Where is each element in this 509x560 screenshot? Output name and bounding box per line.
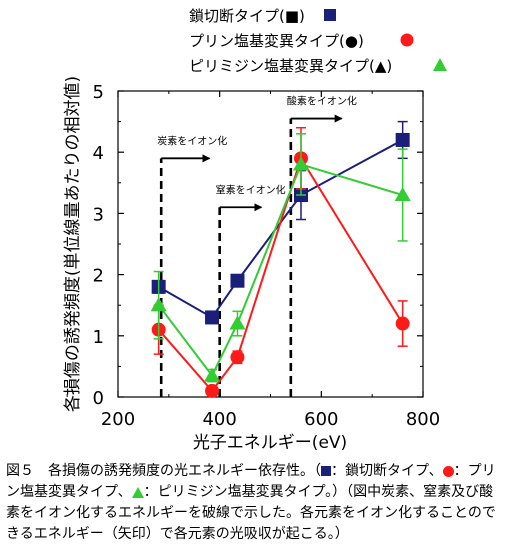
- caption-fig-number: 図５: [6, 463, 34, 479]
- data-point-triangle: [204, 367, 221, 382]
- legend-item-label: ピリミジン塩基変異タイプ(▲): [189, 57, 392, 75]
- series-group: [150, 120, 411, 398]
- y-tick-label: 1: [93, 327, 104, 348]
- data-point-triangle: [150, 297, 167, 312]
- series-circle: [151, 126, 410, 398]
- x-tick-label: 200: [101, 409, 135, 430]
- axis-ticks: 200 400 600 800 0 1 2 3 4 5: [66, 82, 440, 430]
- data-point-triangle: [394, 187, 411, 202]
- data-point-circle: [205, 383, 220, 398]
- legend-triangle-icon: [433, 58, 447, 71]
- caption-text-1: 各損傷の誘発頻度の光エネルギー依存性。（: [48, 463, 321, 479]
- x-tick-label: 600: [304, 409, 338, 430]
- legend-square-icon: [324, 9, 336, 21]
- y-tick-label: 5: [93, 82, 104, 103]
- y-tick-label: 3: [93, 204, 104, 225]
- data-point-square: [230, 273, 245, 288]
- y-tick-label: 2: [93, 266, 104, 287]
- data-point-triangle: [229, 315, 246, 330]
- ionization-label: 酸素をイオン化: [287, 95, 357, 108]
- series-line: [158, 139, 404, 319]
- caption-text-3: ：プリン塩基変異タイプ、: [6, 463, 496, 500]
- y-tick-label: 4: [93, 143, 104, 164]
- x-tick-label: 400: [202, 409, 236, 430]
- data-point-square: [205, 310, 220, 325]
- data-point-triangle: [293, 156, 309, 171]
- data-point-square: [395, 132, 410, 147]
- caption-text-2: ：鎖切断タイプ、: [331, 463, 443, 479]
- x-tick-label: 800: [406, 409, 440, 430]
- figure-caption: 図５ 各損傷の誘発頻度の光エネルギー依存性。（ ：鎖切断タイプ、 ：プリン塩基変異タ…: [6, 461, 506, 545]
- y-tick-label: 0: [93, 388, 104, 409]
- ionization-label: 炭素をイオン化: [157, 134, 227, 147]
- data-point-circle: [395, 316, 410, 331]
- chart: 鎖切断タイプ(■)プリン塩基変異タイプ(●)ピリミジン塩基変異タイプ(▲) 20…: [63, 7, 447, 453]
- legend-item-label: プリン塩基変異タイプ(●): [189, 32, 364, 50]
- square-marker-icon: [321, 466, 331, 476]
- y-axis-label: 各損傷の誘発頻度(単位線量あたりの相対値): [63, 76, 83, 412]
- ionization-label: 窒素をイオン化: [216, 183, 286, 196]
- caption-text-4: ：ピリミジン塩基変異タイプ。）（図中炭素、窒素及び酸素をイオン化するエネルギーを…: [6, 484, 496, 542]
- triangle-marker-icon: [131, 486, 144, 498]
- circle-marker-icon: [442, 465, 454, 477]
- legend: 鎖切断タイプ(■) プリン塩基変異タイプ(●) ピリミジン塩基変異タイプ(▲): [189, 7, 447, 75]
- legend-item-label: 鎖切断タイプ(■): [189, 7, 305, 25]
- series-triangle: [150, 133, 411, 383]
- x-axis-label: 光子エネルギー(eV): [193, 433, 347, 453]
- data-point-circle: [230, 350, 245, 365]
- legend-circle-icon: [400, 33, 414, 47]
